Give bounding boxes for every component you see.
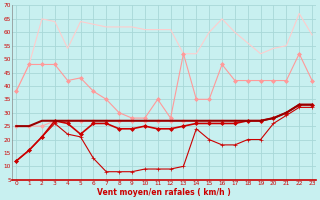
X-axis label: Vent moyen/en rafales ( km/h ): Vent moyen/en rafales ( km/h ) xyxy=(97,188,231,197)
